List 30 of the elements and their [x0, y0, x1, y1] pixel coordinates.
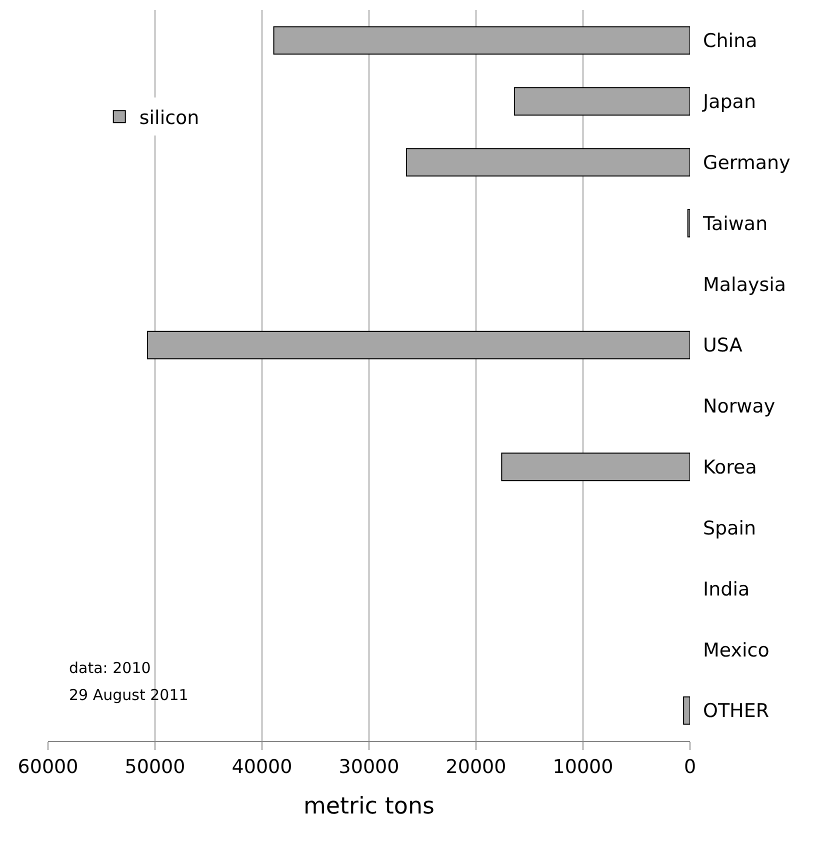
x-tick-label: 0 — [684, 756, 696, 778]
x-tick-label: 50000 — [124, 756, 186, 778]
bar — [501, 452, 690, 482]
y-tick-label: Spain — [703, 517, 756, 540]
x-tick-label: 20000 — [446, 756, 506, 778]
y-tick-label: Taiwan — [702, 212, 768, 235]
legend-label: silicon — [139, 106, 200, 129]
x-tick-label: 30000 — [338, 756, 400, 778]
annotation: data: 2010 — [69, 659, 151, 677]
y-tick-label: China — [703, 30, 758, 52]
bar — [406, 148, 690, 176]
y-tick-label: Malaysia — [703, 274, 786, 296]
bar — [147, 330, 690, 360]
bar — [687, 209, 690, 238]
bar — [514, 87, 690, 116]
y-tick-label: OTHER — [703, 700, 770, 722]
annotation: 29 August 2011 — [69, 686, 188, 704]
x-tick-label: 40000 — [232, 756, 292, 778]
x-tick-label: 10000 — [552, 756, 614, 778]
y-tick-label: USA — [703, 334, 742, 357]
y-tick-label: Germany — [703, 152, 790, 174]
y-tick-label: Japan — [702, 91, 756, 114]
bar — [683, 696, 690, 725]
y-tick-label: Norway — [703, 396, 776, 418]
y-tick-label: Korea — [703, 456, 757, 479]
x-tick-label: 60000 — [18, 756, 78, 778]
y-tick-label: Mexico — [703, 639, 770, 662]
bar — [273, 26, 690, 55]
x-axis-title: metric tons — [303, 793, 435, 820]
y-tick-label: India — [703, 578, 750, 600]
